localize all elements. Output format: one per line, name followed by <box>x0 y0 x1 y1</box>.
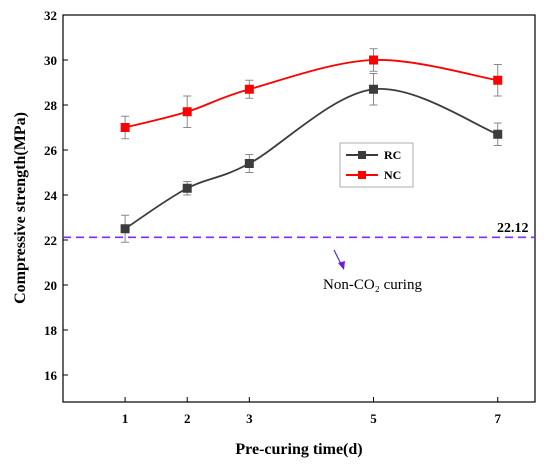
series-rc <box>120 73 503 243</box>
data-point-nc <box>369 55 379 65</box>
x-tick-label: 3 <box>246 411 253 426</box>
data-point-rc <box>182 183 192 193</box>
legend-marker-rc <box>358 151 366 159</box>
y-tick-label: 20 <box>44 278 57 293</box>
data-point-nc <box>493 75 503 85</box>
series-group <box>120 48 503 243</box>
x-tick-label: 2 <box>184 411 191 426</box>
x-tick-label: 1 <box>122 411 129 426</box>
legend-marker-nc <box>358 171 366 179</box>
y-tick-label: 30 <box>44 53 57 68</box>
y-tick-label: 18 <box>44 323 58 338</box>
reference-line-label: 22.12 <box>497 221 529 236</box>
plot-frame <box>62 14 536 403</box>
data-point-rc <box>120 224 130 234</box>
data-point-nc <box>244 84 254 94</box>
series-line-rc <box>124 88 499 230</box>
y-axis-ticks: 16 18 20 22 24 26 28 30 32 <box>44 8 68 383</box>
legend-label-rc: RC <box>384 148 401 162</box>
series-nc <box>120 48 503 140</box>
data-point-rc <box>493 129 503 139</box>
non-co2-arrow-icon <box>333 249 345 270</box>
data-point-rc <box>369 84 379 94</box>
y-tick-label: 24 <box>44 188 58 203</box>
y-axis-title: Compressive strength(MPa) <box>12 112 29 304</box>
y-tick-label: 22 <box>44 233 57 248</box>
legend-box <box>339 142 414 188</box>
x-tick-label: 5 <box>370 411 377 426</box>
data-point-nc <box>120 123 130 132</box>
x-axis-ticks: 1 2 3 5 7 <box>122 397 501 426</box>
y-tick-label: 28 <box>44 98 58 113</box>
data-point-nc <box>182 107 192 117</box>
series-line-nc <box>124 59 498 129</box>
y-tick-label: 32 <box>44 8 57 23</box>
legend-label-nc: NC <box>384 168 401 182</box>
y-tick-label: 16 <box>44 368 58 383</box>
legend: RC NC <box>339 142 414 188</box>
data-point-rc <box>244 159 254 168</box>
y-tick-label: 26 <box>44 143 58 158</box>
non-co2-curing-annotation: Non-CO₂ curing <box>323 277 422 293</box>
x-axis-title: Pre-curing time(d) <box>235 441 362 458</box>
x-tick-label: 7 <box>494 411 501 426</box>
